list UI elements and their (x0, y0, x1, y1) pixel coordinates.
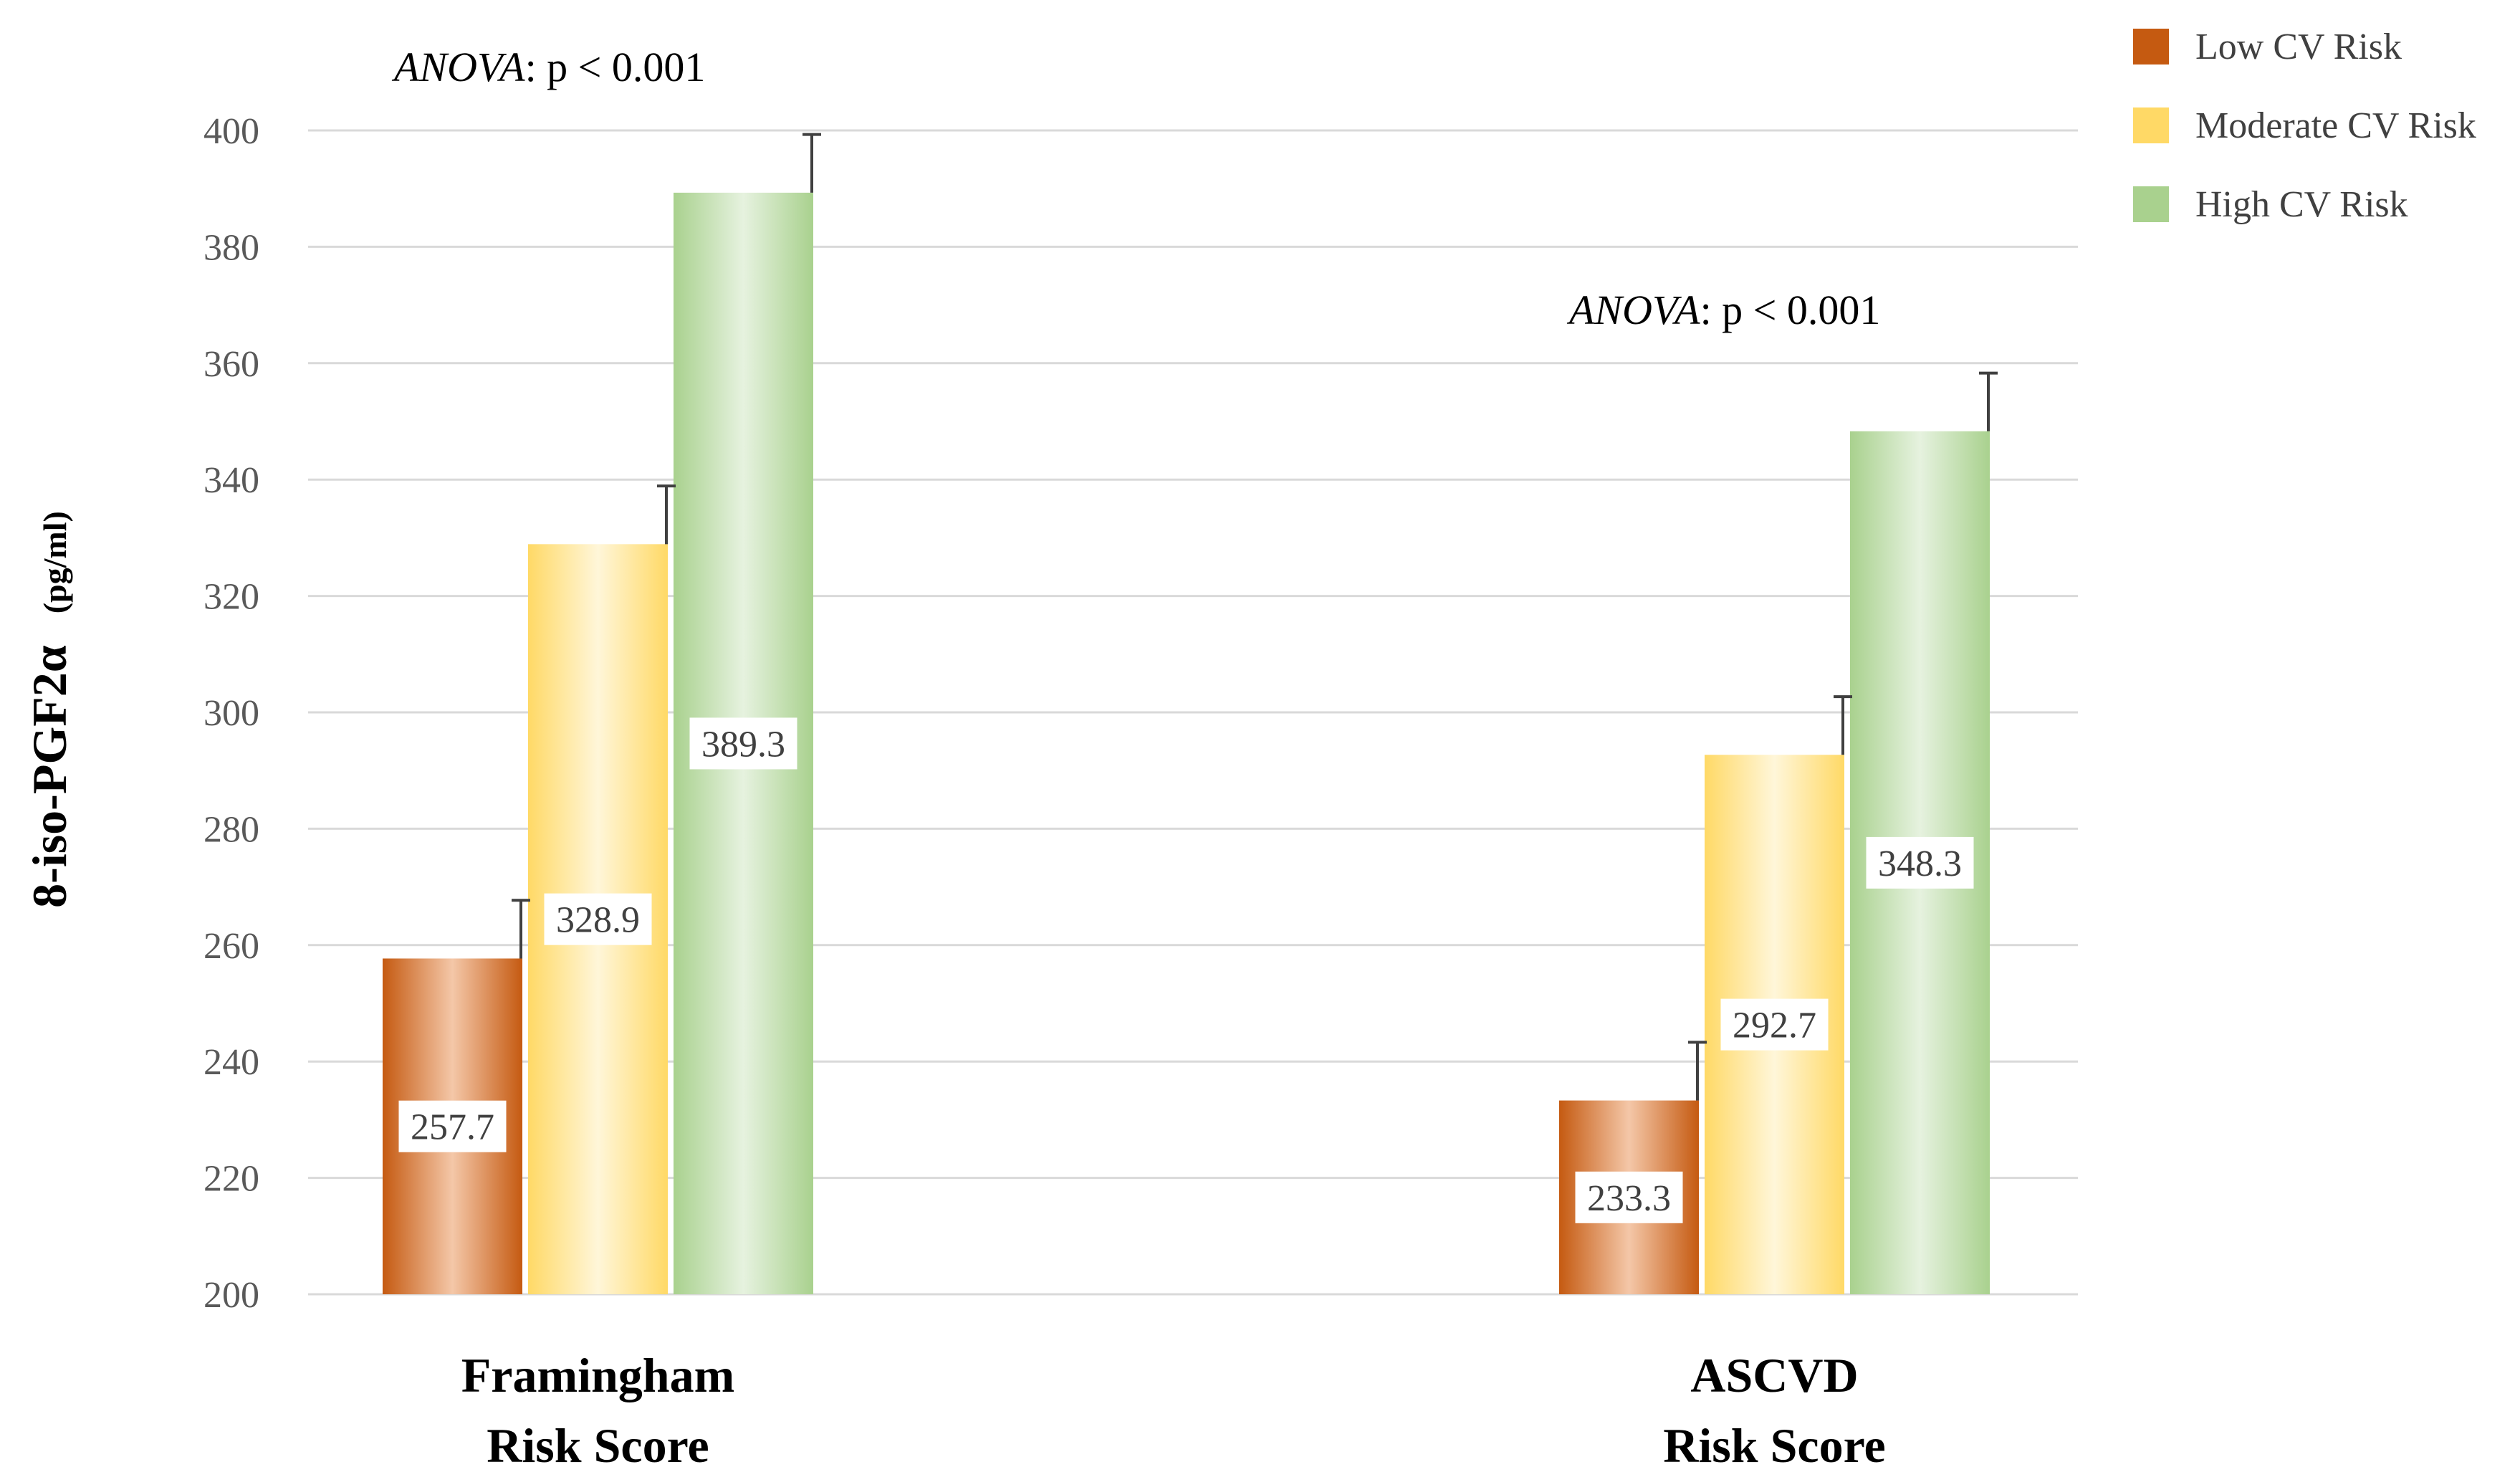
data-label-moderate-1: 292.7 (1733, 1005, 1816, 1046)
data-label-box-high-1 (1866, 836, 1974, 889)
y-axis-label-unit: (pg/ml) (37, 511, 73, 613)
y-tick-label: 260 (203, 926, 259, 967)
category-label-line2: Risk Score (1663, 1418, 1885, 1473)
data-label-high-1: 348.3 (1878, 843, 1962, 884)
y-tick-label: 320 (203, 577, 259, 618)
data-label-box-low-0 (398, 1100, 507, 1152)
legend-label-moderate: Moderate CV Risk (2195, 105, 2476, 146)
y-tick-label: 280 (203, 809, 259, 850)
data-label-box-moderate-0 (544, 893, 652, 945)
y-axis-label: 8-iso-PGF2α (pg/ml) (22, 511, 77, 908)
anova-annotation-0: ANOVA: p < 0.001 (391, 44, 705, 90)
y-tick-label: 400 (203, 111, 259, 152)
y-tick-label: 200 (203, 1275, 259, 1316)
data-label-box-moderate-1 (1720, 998, 1829, 1051)
category-label-line2: Risk Score (487, 1418, 709, 1473)
data-label-box-high-0 (689, 717, 797, 770)
legend-label-low: Low CV Risk (2195, 27, 2402, 67)
data-labels: 257.7 328.9 389.3 233.3 292.7 348.3 (398, 717, 1974, 1223)
data-label-high-0: 389.3 (701, 724, 785, 765)
y-tick-label: 220 (203, 1159, 259, 1200)
legend-swatch-moderate (2133, 107, 2169, 143)
legend-label-high: High CV Risk (2195, 184, 2408, 225)
anova-test-name: ANOVA (1566, 287, 1700, 333)
y-tick-label: 360 (203, 344, 259, 385)
bars (383, 192, 1990, 1295)
y-axis-tick-labels: 200 220 240 260 280 300 320 340 360 380 400 (203, 111, 259, 1316)
error-bars (512, 133, 1998, 1101)
y-tick-label: 300 (203, 693, 259, 734)
anova-annotation-1: ANOVA: p < 0.001 (1566, 287, 1880, 333)
y-tick-label: 340 (203, 460, 259, 501)
legend-swatch-high (2133, 186, 2169, 222)
y-tick-label: 380 (203, 227, 259, 268)
anova-test-name: ANOVA (391, 44, 525, 90)
category-label-line1: Framingham (461, 1348, 735, 1402)
category-label-line1: ASCVD (1690, 1348, 1858, 1402)
anova-p-value: : p < 0.001 (1700, 287, 1881, 333)
category-labels: Framingham Risk Score ASCVD Risk Score (461, 1348, 1886, 1473)
y-tick-label: 240 (203, 1042, 259, 1083)
data-label-low-0: 257.7 (411, 1107, 494, 1148)
data-label-box-low-1 (1575, 1171, 1683, 1223)
y-axis-label-main: 8-iso-PGF2α (22, 645, 77, 908)
data-label-low-1: 233.3 (1587, 1178, 1671, 1219)
legend-swatch-low (2133, 29, 2169, 64)
anova-p-value: : p < 0.001 (525, 44, 706, 90)
data-label-moderate-0: 328.9 (556, 900, 640, 941)
legend: Low CV Risk Moderate CV Risk High CV Risk (2133, 27, 2476, 225)
